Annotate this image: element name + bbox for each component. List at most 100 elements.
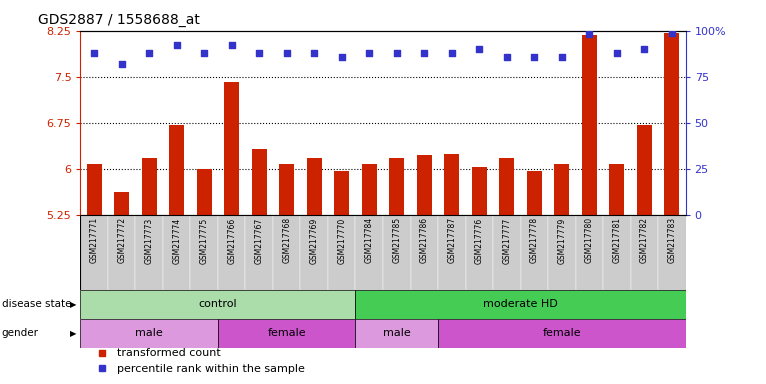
Bar	[306, 158, 322, 215]
Text: GSM217776: GSM217776	[475, 217, 484, 263]
Text: GSM217782: GSM217782	[640, 217, 649, 263]
Bar	[466, 215, 493, 290]
Text: moderate HD: moderate HD	[483, 299, 558, 310]
Bar	[444, 154, 460, 215]
Point	[555, 53, 568, 60]
Bar	[355, 290, 686, 319]
Text: GSM217769: GSM217769	[309, 217, 319, 263]
Point	[280, 50, 293, 56]
Bar	[300, 215, 328, 290]
Bar	[603, 215, 630, 290]
Bar	[80, 215, 108, 290]
Bar	[245, 215, 273, 290]
Text: GSM217783: GSM217783	[667, 217, 676, 263]
Point	[446, 50, 458, 56]
Point	[88, 50, 100, 56]
Text: male: male	[136, 328, 163, 338]
Point	[611, 50, 623, 56]
Bar	[411, 215, 438, 290]
Text: GSM217780: GSM217780	[584, 217, 594, 263]
Point	[418, 50, 430, 56]
Bar	[548, 215, 575, 290]
Bar	[224, 82, 239, 215]
Bar	[493, 215, 521, 290]
Point	[473, 46, 486, 52]
Text: GSM217773: GSM217773	[145, 217, 154, 263]
Bar	[273, 215, 300, 290]
Bar	[279, 164, 294, 215]
Bar	[527, 171, 542, 215]
Bar	[417, 156, 432, 215]
Bar	[658, 215, 686, 290]
Bar	[355, 319, 438, 348]
Bar	[108, 215, 136, 290]
Bar	[328, 215, 355, 290]
Bar	[472, 167, 487, 215]
Point	[171, 42, 183, 48]
Text: female: female	[267, 328, 306, 338]
Point	[143, 50, 155, 56]
Text: GSM217786: GSM217786	[420, 217, 429, 263]
Bar	[197, 169, 211, 215]
Bar	[87, 164, 102, 215]
Text: male: male	[383, 328, 411, 338]
Text: GSM217775: GSM217775	[200, 217, 208, 263]
Point	[638, 46, 650, 52]
Text: gender: gender	[2, 328, 38, 338]
Point	[198, 50, 211, 56]
Point	[501, 53, 513, 60]
Bar	[521, 215, 548, 290]
Bar	[114, 192, 129, 215]
Bar	[438, 215, 466, 290]
Legend: transformed count, percentile rank within the sample: transformed count, percentile rank withi…	[86, 344, 309, 379]
Bar	[362, 164, 377, 215]
Text: female: female	[542, 328, 581, 338]
Point	[253, 50, 265, 56]
Point	[308, 50, 320, 56]
Text: GSM217766: GSM217766	[228, 217, 236, 263]
Bar	[575, 215, 603, 290]
Bar	[499, 158, 514, 215]
Bar	[169, 125, 185, 215]
Text: GSM217779: GSM217779	[558, 217, 566, 263]
Point	[226, 42, 238, 48]
Point	[666, 30, 678, 36]
Point	[363, 50, 375, 56]
Text: GSM217784: GSM217784	[365, 217, 374, 263]
Bar	[664, 33, 679, 215]
Bar	[218, 215, 245, 290]
Bar	[438, 319, 686, 348]
Bar	[334, 171, 349, 215]
Bar	[80, 290, 355, 319]
Bar	[355, 215, 383, 290]
Bar	[142, 158, 157, 215]
Bar	[555, 164, 569, 215]
Point	[336, 53, 348, 60]
Bar	[630, 215, 658, 290]
Text: GSM217770: GSM217770	[337, 217, 346, 263]
Point	[391, 50, 403, 56]
Point	[583, 31, 595, 38]
Text: GSM217777: GSM217777	[502, 217, 511, 263]
Text: disease state: disease state	[2, 299, 71, 310]
Text: GSM217767: GSM217767	[255, 217, 264, 263]
Text: GSM217771: GSM217771	[90, 217, 99, 263]
Bar	[218, 319, 355, 348]
Text: GSM217774: GSM217774	[172, 217, 182, 263]
Text: GSM217778: GSM217778	[530, 217, 538, 263]
Text: GSM217787: GSM217787	[447, 217, 457, 263]
Bar	[252, 149, 267, 215]
Bar	[163, 215, 191, 290]
Text: ▶: ▶	[70, 300, 77, 309]
Bar	[389, 158, 404, 215]
Bar	[191, 215, 218, 290]
Bar	[581, 35, 597, 215]
Bar	[80, 319, 218, 348]
Text: GSM217781: GSM217781	[612, 217, 621, 263]
Bar	[383, 215, 411, 290]
Bar	[637, 125, 652, 215]
Text: ▶: ▶	[70, 329, 77, 338]
Text: GSM217785: GSM217785	[392, 217, 401, 263]
Text: GDS2887 / 1558688_at: GDS2887 / 1558688_at	[38, 13, 200, 27]
Text: GSM217768: GSM217768	[282, 217, 291, 263]
